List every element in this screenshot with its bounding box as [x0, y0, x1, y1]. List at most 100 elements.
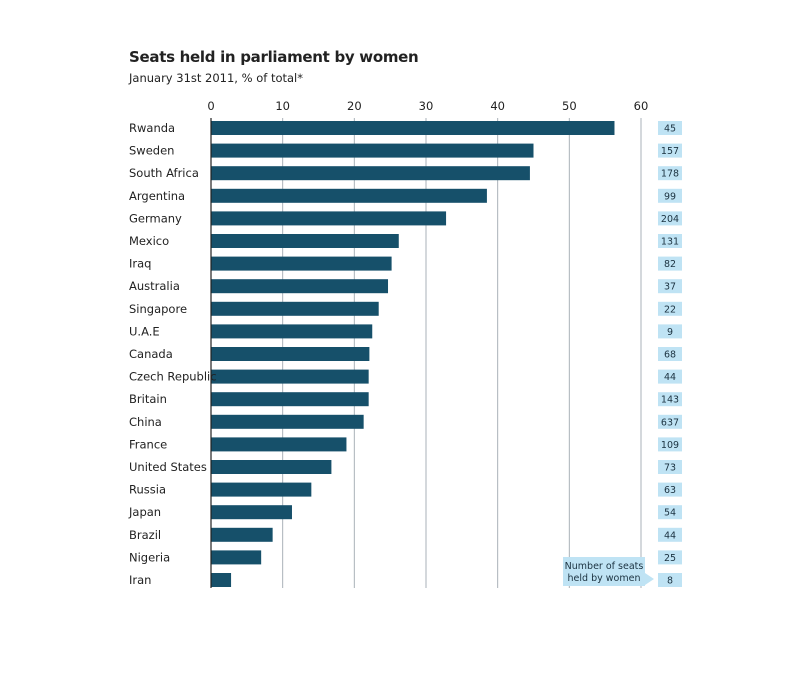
bar: [211, 301, 379, 316]
seat-count-label: 68: [664, 350, 676, 361]
seat-count-box: [658, 211, 682, 226]
seat-count-box: [658, 279, 682, 294]
bar: [211, 234, 399, 248]
seats-note-line-2: held by women: [568, 573, 641, 584]
category-label: United States: [129, 460, 207, 474]
bar: [211, 369, 369, 384]
seat-count-label: 637: [661, 417, 679, 428]
seat-count-box: [658, 573, 682, 587]
seat-count-box: [658, 460, 682, 474]
seat-count-label: 8: [667, 576, 673, 587]
seat-count-label: 143: [661, 395, 679, 406]
category-label: U.A.E: [129, 324, 160, 338]
seat-count-box: [658, 347, 682, 361]
seat-count-box: [658, 550, 682, 565]
bar: [211, 527, 273, 542]
category-label: South Africa: [129, 166, 199, 180]
seats-note-arrow: [645, 573, 654, 585]
seat-count-box: [658, 234, 682, 248]
seat-count-label: 63: [664, 485, 676, 496]
category-labels: Rwanda Sweden South Africa Argentina Germany…: [128, 121, 217, 587]
x-tick-label: 60: [634, 99, 649, 113]
seat-count-label: 99: [664, 191, 676, 202]
bars: [211, 121, 615, 587]
seat-count-box: [658, 482, 682, 497]
category-label: Japan: [128, 505, 161, 519]
category-label: Brazil: [129, 528, 161, 542]
category-label: Germany: [129, 211, 182, 225]
seat-count-label: 73: [664, 463, 676, 474]
seat-count-box: [658, 143, 682, 158]
bar: [211, 414, 364, 429]
category-label: Britain: [129, 392, 167, 406]
seat-counts: 45 157 178 99 204 131 82 37 22 9 68 44 143 637 109 73 63…: [658, 121, 682, 587]
bar: [211, 347, 370, 361]
seat-count-box: [658, 437, 682, 452]
category-label: Mexico: [129, 234, 169, 248]
bar: [211, 166, 530, 181]
category-label: Argentina: [129, 189, 185, 203]
bar: [211, 211, 447, 226]
bar: [211, 392, 369, 407]
seat-count-box: [658, 505, 682, 520]
chart-title: Seats held in parliament by women: [129, 48, 419, 66]
category-label: Iran: [129, 573, 151, 587]
bar: [211, 188, 487, 203]
seat-count-label: 45: [664, 124, 676, 135]
bar: [211, 256, 392, 271]
chart-subtitle: January 31st 2011, % of total*: [129, 71, 303, 85]
bar: [211, 460, 332, 474]
x-tick-label: 30: [419, 99, 434, 113]
x-tick-label: 10: [275, 99, 290, 113]
seat-count-box: [658, 414, 682, 429]
category-label: Australia: [129, 279, 180, 293]
bar: [211, 482, 312, 497]
seat-count-label: 131: [661, 237, 679, 248]
seat-count-box: [658, 166, 682, 181]
category-label: Canada: [129, 347, 173, 361]
category-label: Iraq: [129, 257, 151, 271]
seats-note-line-1: Number of seats: [565, 561, 644, 572]
seats-note-box: [563, 557, 645, 586]
x-tick-label: 40: [490, 99, 505, 113]
seat-count-label: 44: [664, 530, 676, 541]
seat-count-label: 82: [664, 259, 676, 270]
seat-count-label: 9: [667, 327, 673, 338]
seat-count-box: [658, 324, 682, 339]
bar: [211, 573, 232, 587]
category-label: Czech Republic: [129, 370, 217, 384]
category-label: France: [129, 437, 167, 451]
category-label: Russia: [129, 483, 166, 497]
x-tick-label: 0: [207, 99, 214, 113]
bar: [211, 550, 262, 565]
seat-count-box: [658, 256, 682, 271]
seat-count-label: 109: [661, 440, 679, 451]
seat-count-box: [658, 527, 682, 542]
bar: [211, 437, 347, 452]
seats-note: Number of seats held by women: [563, 557, 654, 586]
seat-count-label: 22: [664, 304, 676, 315]
x-axis-ticks: 0 10 20 30 40 50 60: [207, 99, 648, 113]
x-tick-label: 50: [562, 99, 577, 113]
category-label: Singapore: [129, 302, 187, 316]
bar: [211, 121, 615, 135]
seat-count-label: 204: [661, 214, 679, 225]
category-label: China: [129, 415, 162, 429]
seat-count-label: 178: [661, 169, 679, 180]
seat-count-box: [658, 392, 682, 407]
seat-count-box: [658, 188, 682, 203]
category-label: Sweden: [129, 144, 174, 158]
seat-count-label: 54: [664, 508, 676, 519]
category-label: Nigeria: [129, 550, 170, 564]
bar: [211, 324, 373, 339]
bar: [211, 143, 534, 158]
seat-count-box: [658, 121, 682, 135]
seat-count-box: [658, 369, 682, 384]
x-tick-label: 20: [347, 99, 362, 113]
seat-count-label: 25: [664, 553, 676, 564]
seat-count-box: [658, 301, 682, 316]
seat-count-label: 157: [661, 146, 679, 157]
bar: [211, 279, 389, 294]
category-label: Rwanda: [129, 121, 175, 135]
